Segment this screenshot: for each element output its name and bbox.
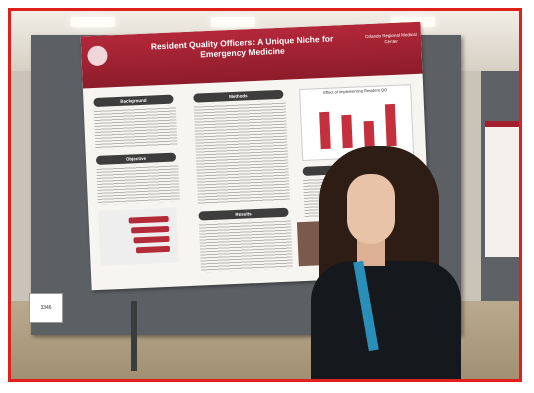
presenter-face xyxy=(347,174,395,244)
poster-logo-text: Orlando Regional Medical Center xyxy=(364,31,417,45)
chart-bar xyxy=(384,104,397,147)
section-objective-text xyxy=(96,163,180,205)
chart-bar xyxy=(341,114,353,149)
flow-arrow xyxy=(128,215,169,224)
ceiling-light xyxy=(211,17,255,27)
section-results-text xyxy=(198,218,293,273)
presenter-jacket xyxy=(311,261,461,379)
chart-title: Effect of Implementing Resident QO xyxy=(323,87,388,96)
section-methods-text xyxy=(193,100,290,205)
board-leg xyxy=(131,301,137,371)
adjacent-poster xyxy=(485,121,519,257)
flow-arrow xyxy=(133,235,170,244)
poster-title: Resident Quality Officers: A Unique Nich… xyxy=(150,33,334,60)
chart-bar xyxy=(319,111,331,150)
hospital-logo-icon xyxy=(87,45,108,67)
chart-bar xyxy=(363,120,375,148)
process-flow-diagram xyxy=(98,207,179,266)
photo-frame: Resident Quality Officers: A Unique Nich… xyxy=(8,8,522,382)
section-background-text xyxy=(93,105,178,149)
flow-arrow xyxy=(131,225,170,234)
table-number-card: 3346 xyxy=(29,293,63,323)
ceiling-light xyxy=(71,17,115,27)
flow-arrow xyxy=(135,245,171,254)
